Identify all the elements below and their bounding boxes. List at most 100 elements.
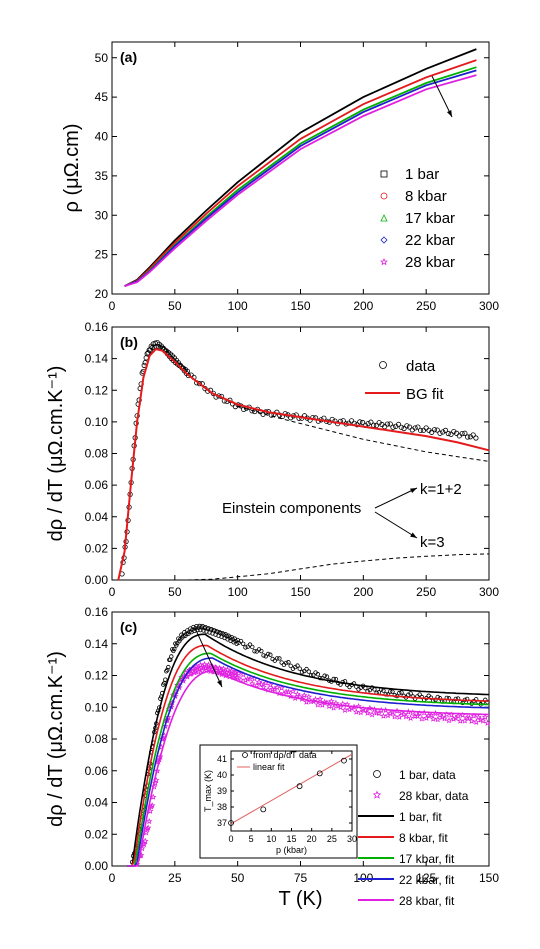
panel-b-ylabel: dρ / dT (μΩ.cm.K⁻¹): [45, 366, 67, 542]
einstein-arrow-k12-head: [410, 488, 417, 493]
panel-c-1bar-point-44: [174, 643, 179, 648]
panel-b-data-point-148: [412, 425, 418, 431]
panel-c-28kbar-point-100: [234, 674, 241, 681]
panel-c-1bar-point-137: [306, 669, 311, 674]
panel-b-data-point-157: [437, 430, 443, 436]
panel-c-28kbar-point-172: [396, 713, 403, 720]
panel-c-28kbar-point-136: [314, 701, 322, 708]
panel-c-28kbar-point-31: [164, 713, 172, 721]
inset-xtick-label-4: 20: [307, 834, 317, 844]
panel-c-ytick-label-6: 0.12: [85, 669, 109, 683]
einstein-arrows: [374, 487, 418, 539]
panel-c-1bar-point-174: [390, 689, 395, 694]
inset-point-3: [316, 770, 323, 777]
einstein-arrow-k3: [374, 511, 418, 539]
panel-c-28kbar-point-98: [232, 669, 239, 676]
panel-c-28kbar-point-180: [414, 712, 421, 719]
panel-a-arrow: [431, 75, 453, 118]
panel-c-28kbar-point-127: [294, 690, 301, 698]
panel-c-28kbar-point-123: [285, 688, 292, 695]
panel-a-xtick-label-6: 300: [479, 299, 499, 313]
panel-c-xtick-label-5: 125: [416, 871, 436, 885]
panel-c-28kbar-point-143: [330, 704, 338, 711]
panel-c-pressure-arrow: [194, 627, 223, 688]
panel-c-legend-label-2: 1 bar, fit: [399, 810, 442, 824]
panel-b-data-point-160: [445, 430, 451, 437]
panel-c-1bar-point-36: [166, 664, 171, 670]
panel-c-1bar-point-173: [388, 689, 393, 694]
panel-a-legend-marker-3: [380, 236, 388, 244]
panel-a-xtick-label-3: 150: [290, 299, 310, 313]
panel-c-28kbar-point-75: [209, 663, 216, 670]
panel-c-28kbar-point-120: [278, 684, 285, 691]
panel-c-ytick-label-2: 0.04: [85, 796, 109, 810]
inset-xtick-label-6: 30: [347, 834, 357, 844]
panel-c-28kbar-point-104: [242, 676, 249, 684]
panel-c-28kbar-point-177: [407, 714, 414, 721]
panel-c-1bar-point-195: [437, 696, 443, 701]
panel-a-legend-marker-0: [380, 170, 388, 178]
inset-ytick-label-1: 38: [217, 802, 227, 812]
panel-c-1bar-point-155: [347, 684, 352, 690]
panel-c-28kbar-point-194: [445, 717, 453, 724]
panel-c-28kbar-point-94: [228, 667, 235, 674]
panel-c-28kbar-point-204: [468, 717, 475, 724]
panel-c-arrow-head: [217, 680, 222, 687]
panel-a-legend-label-2: 17 kbar: [405, 210, 455, 227]
panel-a-legend-label-3: 22 kbar: [405, 232, 455, 249]
panel-b-data-point-134: [373, 422, 380, 429]
inset-xlabel: p (kbar): [276, 845, 307, 855]
panel-c-28kbar-point-153: [352, 708, 360, 715]
inset-xtick-label-2: 10: [266, 834, 276, 844]
panel-b-data-point-142: [395, 421, 402, 428]
panel-b-data-point-152: [423, 425, 429, 431]
panel-c-28kbar-point-175: [402, 713, 410, 720]
panel-b-data-point-138: [384, 421, 391, 427]
panel-b-ytick-label-5: 0.10: [85, 415, 109, 429]
panel-b-data-point-140: [390, 424, 396, 430]
panel-a-xtick-label-4: 200: [353, 299, 373, 313]
panel-c-1bar-point-111: [247, 642, 253, 647]
panel-c-xlabel: T (K): [278, 888, 322, 910]
inset-ytick-label-4: 41: [217, 754, 227, 764]
panel-c-28kbar-point-101: [235, 670, 243, 677]
bg-fit-line: [117, 347, 490, 581]
panel-c-1bar-point-141: [315, 672, 321, 677]
panel-b-data-point-162: [451, 428, 457, 435]
panel-c-1bar-point-129: [288, 663, 293, 669]
panel-c-28kbar-point-90: [224, 666, 231, 673]
panel-b-xtick-label-4: 200: [353, 585, 373, 599]
panel-c-28kbar-point-207: [475, 713, 482, 721]
panel-c-28kbar-point-146: [337, 703, 344, 711]
panel-c-28kbar-point-206: [472, 718, 480, 725]
panel-c-28kbar-point-184: [423, 714, 430, 721]
panel-c-ytick-label-8: 0.16: [85, 605, 109, 619]
panel-b-ytick-label-3: 0.06: [85, 478, 109, 492]
inset-ytick-label-2: 39: [217, 786, 227, 796]
panel-b-data-point-131: [365, 421, 371, 427]
panel-c-1bar-point-110: [245, 644, 250, 649]
panel-c-legend: 1 bar, data 28 kbar, data 1 bar, fit 8 kbar…: [358, 768, 469, 908]
panel-c-28kbar-point-209: [479, 717, 487, 724]
panel-c-1bar-point-145: [324, 674, 330, 679]
panel-b-legend-marker-0: [379, 361, 387, 369]
panel-b-data-point-155: [431, 427, 438, 433]
panel-c-28kbar-point-148: [341, 706, 349, 713]
panel-c-ytick-label-3: 0.06: [85, 764, 109, 778]
panel-c-1bar-point-122: [272, 658, 278, 663]
panel-c-1bar-point-120: [268, 652, 273, 657]
panel-c-28kbar-point-182: [418, 715, 426, 722]
einstein-arrow-k3-head: [410, 532, 417, 538]
inset-fit-line: [230, 753, 353, 825]
panel-a-xtick-label-0: 0: [109, 299, 116, 313]
panel-a-pressure-arrow: [431, 75, 453, 118]
panel-c-1bar-point-127: [283, 660, 289, 666]
panel-c: 02550751001251500.000.020.040.060.080.10…: [45, 605, 499, 910]
panel-c-legend-label-1: 28 kbar, data: [399, 789, 469, 803]
panel-b-ytick-label-6: 0.12: [85, 383, 109, 397]
panel-b-ytick-label-0: 0.00: [85, 573, 109, 587]
k12-label: k=1+2: [420, 481, 462, 498]
inset-point-2: [296, 783, 303, 790]
panel-c-fit-line-1: [127, 644, 490, 867]
panel-c-1bar-point-118: [263, 654, 269, 659]
